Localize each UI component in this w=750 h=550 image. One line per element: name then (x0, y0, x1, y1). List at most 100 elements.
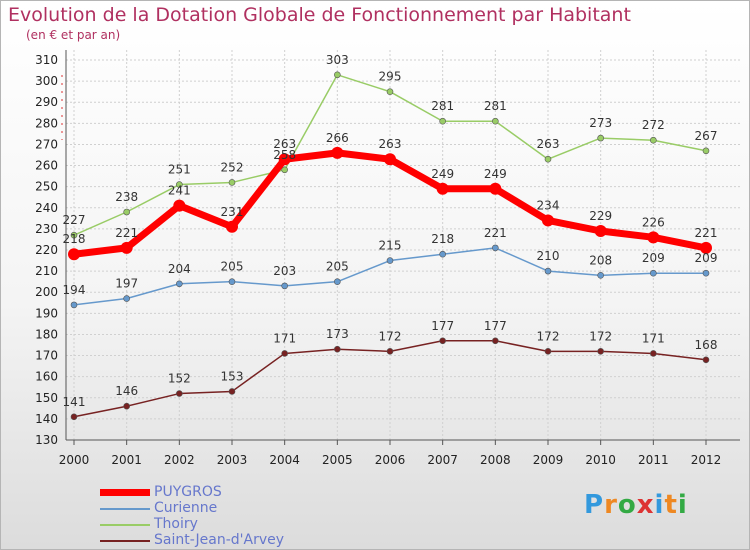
data-point-saint-jean-d-arvey (439, 337, 446, 345)
data-point-thoiry (281, 166, 288, 174)
data-point-puygros (278, 153, 291, 166)
data-label-curienne: 203 (273, 264, 296, 278)
data-label-puygros: 226 (642, 215, 665, 229)
data-label-curienne: 194 (63, 283, 86, 297)
proxiti-logo: Proxiti (584, 490, 688, 520)
y-tick-label: 130 (35, 433, 58, 447)
data-point-curienne (492, 244, 499, 252)
data-point-puygros (331, 146, 344, 159)
data-label-saint-jean-d-arvey: 153 (221, 369, 244, 383)
data-label-saint-jean-d-arvey: 171 (642, 331, 665, 345)
legend-label-curienne: Curienne (154, 500, 218, 516)
data-point-thoiry (334, 71, 341, 79)
x-tick-label: 2007 (427, 453, 458, 467)
data-label-thoiry: 258 (273, 148, 296, 162)
data-label-thoiry: 263 (537, 137, 560, 151)
data-point-thoiry (650, 136, 657, 144)
data-point-puygros (489, 182, 502, 195)
data-label-curienne: 197 (115, 277, 138, 291)
data-label-thoiry: 303 (326, 53, 349, 67)
data-label-puygros: 266 (326, 131, 349, 145)
y-tick-label: 290 (35, 95, 58, 109)
data-point-curienne (228, 278, 236, 285)
x-tick-label: 2009 (533, 453, 564, 467)
data-point-thoiry (702, 147, 710, 155)
data-point-saint-jean-d-arvey (386, 348, 394, 355)
y-tick-label: 240 (35, 201, 58, 215)
data-point-saint-jean-d-arvey (281, 350, 288, 357)
y-tick-label: 250 (35, 180, 58, 194)
data-label-puygros: 263 (273, 137, 296, 151)
data-point-thoiry (176, 181, 183, 188)
data-point-thoiry (544, 155, 552, 163)
data-label-saint-jean-d-arvey: 172 (589, 329, 612, 343)
data-label-saint-jean-d-arvey: 141 (63, 395, 86, 409)
data-label-saint-jean-d-arvey: 152 (168, 372, 191, 386)
y-tick-label: 210 (35, 264, 58, 278)
data-label-puygros: 221 (695, 226, 718, 240)
y-tick-label: 140 (35, 412, 58, 426)
legend-swatch-saint-jean-d-arvey (100, 540, 150, 542)
data-point-thoiry (70, 231, 78, 239)
data-point-curienne (544, 267, 552, 275)
data-label-puygros: 263 (379, 137, 402, 151)
y-tick-label: 220 (35, 243, 58, 257)
data-point-curienne (334, 278, 341, 285)
y-tick-label: 280 (35, 116, 58, 130)
legend-swatch-curienne (100, 508, 150, 510)
x-tick-label: 2004 (269, 453, 300, 467)
data-label-thoiry: 251 (168, 163, 191, 177)
data-label-saint-jean-d-arvey: 177 (431, 319, 454, 333)
data-point-saint-jean-d-arvey (492, 337, 499, 345)
legend-label-puygros: PUYGROS (154, 484, 222, 500)
data-point-curienne (281, 282, 288, 290)
legend-swatch-puygros (100, 489, 150, 496)
data-point-thoiry (386, 88, 394, 95)
data-label-saint-jean-d-arvey: 171 (273, 331, 296, 345)
data-label-thoiry: 281 (431, 99, 454, 113)
y-tick-label: 180 (35, 327, 58, 341)
legend-swatch-thoiry (100, 524, 150, 526)
y-tick-label: 270 (35, 137, 58, 151)
data-label-curienne: 218 (431, 232, 454, 246)
x-tick-label: 2001 (111, 453, 142, 467)
data-label-thoiry: 227 (63, 213, 86, 227)
data-point-puygros (120, 241, 133, 254)
data-point-puygros (384, 153, 396, 166)
y-tick-label: 230 (35, 222, 58, 236)
data-label-thoiry: 252 (221, 160, 244, 174)
data-label-curienne: 205 (326, 260, 349, 274)
data-point-puygros (436, 182, 449, 195)
y-tick-label: 300 (35, 74, 58, 88)
data-point-saint-jean-d-arvey (123, 402, 130, 410)
data-label-curienne: 205 (221, 260, 244, 274)
data-label-puygros: 234 (537, 198, 560, 212)
x-tick-label: 2011 (638, 453, 669, 467)
data-label-saint-jean-d-arvey: 146 (115, 384, 138, 398)
data-label-thoiry: 267 (695, 129, 718, 143)
data-point-puygros (594, 225, 607, 237)
y-tick-label: 170 (35, 349, 58, 363)
data-label-thoiry: 272 (642, 118, 665, 132)
data-point-thoiry (228, 179, 236, 186)
x-tick-label: 2000 (59, 453, 90, 467)
data-label-thoiry: 295 (379, 70, 402, 84)
chart-subtitle: (en € et par an) (26, 28, 121, 42)
data-label-thoiry: 273 (589, 116, 612, 130)
x-tick-label: 2006 (375, 453, 406, 467)
x-tick-label: 2005 (322, 453, 353, 467)
data-point-curienne (650, 269, 657, 277)
data-label-puygros: 221 (115, 226, 138, 240)
data-label-saint-jean-d-arvey: 168 (695, 338, 718, 352)
data-label-curienne: 209 (695, 251, 718, 265)
data-label-saint-jean-d-arvey: 173 (326, 327, 349, 341)
data-point-puygros (173, 199, 186, 212)
data-point-saint-jean-d-arvey (176, 390, 183, 397)
data-point-thoiry (123, 208, 130, 216)
data-label-curienne: 215 (379, 239, 402, 253)
data-label-puygros: 231 (221, 205, 244, 219)
data-label-curienne: 208 (589, 253, 612, 267)
data-point-curienne (597, 272, 604, 279)
data-point-saint-jean-d-arvey (334, 345, 341, 353)
